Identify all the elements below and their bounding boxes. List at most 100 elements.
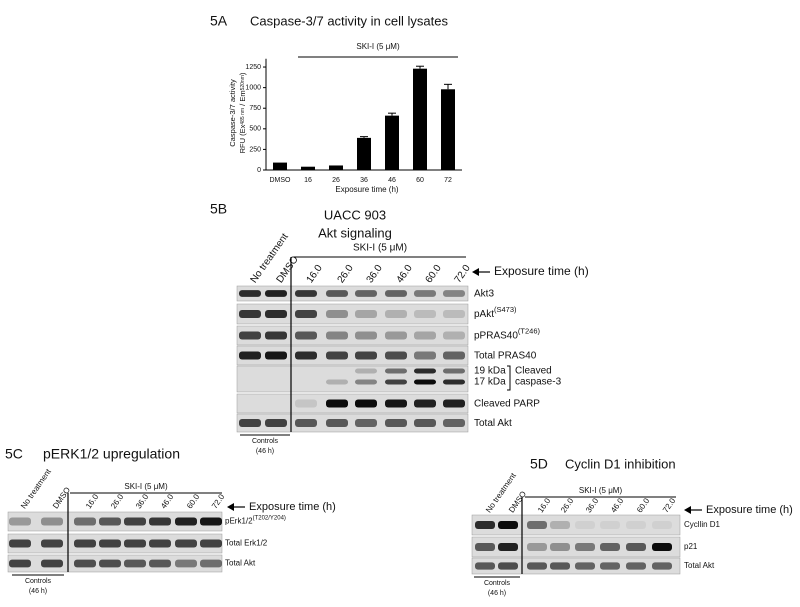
blot-band — [527, 543, 547, 551]
blot-band — [41, 517, 63, 526]
lane-label: 60.0 — [185, 492, 202, 510]
blot-band — [600, 543, 620, 551]
blot-band — [355, 368, 377, 374]
blot-band — [355, 399, 377, 408]
row-label-text: p21 — [684, 542, 698, 551]
blot-band — [385, 399, 407, 408]
row-label-text: Cleaved PARP — [474, 398, 540, 409]
blot-band — [295, 419, 317, 427]
blot-band — [200, 559, 222, 568]
blot-band — [414, 399, 436, 408]
blot-band — [575, 543, 595, 551]
exposure-label: Exposure time (h) — [706, 504, 793, 516]
row-label-text: Total Akt — [474, 418, 512, 429]
blot-band — [414, 351, 436, 360]
blot-band — [149, 539, 171, 548]
blot-band — [41, 559, 63, 568]
x-tick-label: 46 — [388, 177, 396, 184]
blot-band — [385, 368, 407, 374]
controls-label: Controls — [484, 580, 511, 587]
y-tick-label: 1000 — [245, 84, 261, 91]
lane-label: 26.0 — [109, 492, 126, 510]
blot-band — [74, 517, 96, 526]
lane-label: 36.0 — [365, 263, 385, 286]
y-label-part: / Em — [238, 90, 247, 108]
y-label-part: 520nm — [240, 75, 246, 90]
blot-band — [239, 290, 261, 297]
x-tick-label: 36 — [360, 177, 368, 184]
blot-band — [74, 559, 96, 568]
blot-band — [385, 290, 407, 297]
blot-band — [265, 310, 287, 318]
blot-band — [326, 331, 348, 340]
lane-label: No treatment — [19, 467, 53, 511]
controls-label: (46 h) — [488, 590, 506, 597]
blot-band — [626, 543, 646, 551]
blot-band — [498, 543, 518, 551]
y-label-part: ) — [238, 72, 247, 75]
blot-band — [9, 539, 31, 548]
blot-band — [600, 562, 620, 570]
blot-band — [414, 310, 436, 318]
panel-label: 5D — [530, 456, 548, 472]
y-tick-label: 750 — [249, 105, 261, 112]
blot-band — [326, 351, 348, 360]
treatment-label: SKI-I (5 μM) — [353, 243, 407, 254]
blot-band — [326, 379, 348, 385]
bracket — [507, 365, 511, 391]
blot-band — [652, 543, 672, 551]
blot-band — [124, 539, 146, 548]
y-axis-label: Caspase-3/7 activity — [228, 79, 237, 147]
band-size: 19 kDa — [474, 366, 506, 377]
bar — [329, 165, 343, 170]
blot-band — [355, 290, 377, 297]
row-label: Cleaved PARP — [474, 398, 540, 409]
row-label-text: pAkt — [474, 309, 494, 320]
exposure-label: Exposure time (h) — [494, 264, 589, 278]
chart-title: Caspase-3/7 activity in cell lysates — [250, 13, 448, 28]
row-label: Akt3 — [474, 288, 494, 299]
lane-label: 72.0 — [210, 492, 227, 510]
blot-band — [443, 310, 465, 318]
blot-band — [295, 310, 317, 318]
x-tick-label: 72 — [444, 177, 452, 184]
lane-label: 46.0 — [609, 496, 626, 514]
blot-band — [550, 521, 570, 529]
row-label: p21 — [684, 542, 698, 551]
row-label-text: Total Akt — [225, 559, 256, 568]
blot-band — [443, 399, 465, 408]
lane-label: DMSO — [507, 490, 528, 515]
blot-band — [239, 310, 261, 318]
blot-band — [326, 290, 348, 297]
blot-band — [326, 419, 348, 427]
blot-strip — [236, 303, 469, 325]
lane-label: 72.0 — [661, 496, 678, 514]
treatment-label: SKI-I (5 μM) — [124, 482, 168, 491]
blot-band — [99, 517, 121, 526]
lane-label: DMSO — [275, 254, 301, 285]
row-label: Total Akt — [225, 559, 256, 568]
bar — [357, 137, 371, 170]
panel-title: Akt signaling — [318, 225, 392, 240]
blot-band — [498, 562, 518, 570]
blot-band — [443, 419, 465, 427]
row-label-text: Total Akt — [684, 561, 715, 570]
bar — [273, 162, 287, 170]
blot-band — [99, 559, 121, 568]
blot-band — [295, 351, 317, 360]
blot-band — [124, 517, 146, 526]
row-label-text: Total PRAS40 — [474, 350, 537, 361]
bar — [413, 68, 427, 170]
blot-band — [355, 331, 377, 340]
blot-strip — [236, 413, 469, 433]
blot-band — [652, 521, 672, 529]
controls-label: (46 h) — [256, 448, 274, 455]
lane-label: 26.0 — [559, 496, 576, 514]
band-size: 17 kDa — [474, 377, 506, 388]
blot-strip — [471, 514, 681, 536]
lane-label: 16.0 — [305, 263, 325, 286]
lane-label: 46.0 — [159, 492, 176, 510]
blot-band — [527, 562, 547, 570]
blot-band — [265, 290, 287, 297]
